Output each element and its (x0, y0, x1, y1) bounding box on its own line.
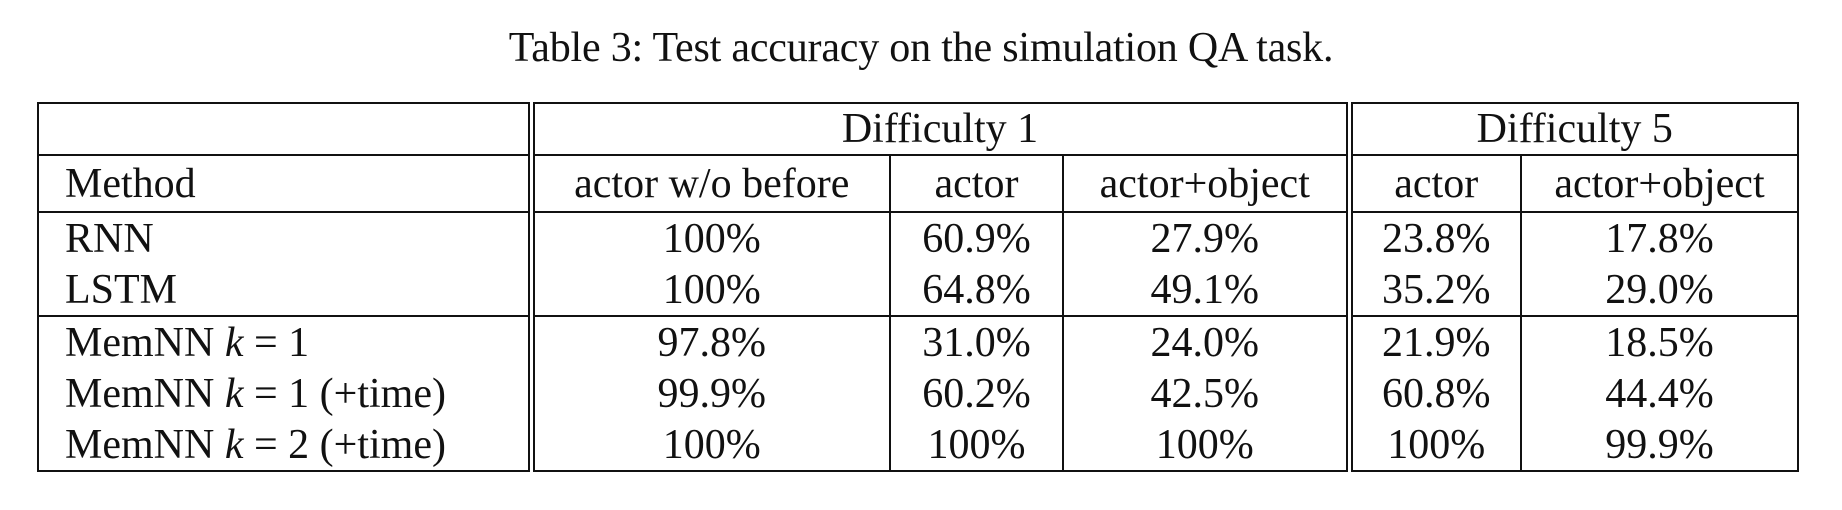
results-table: Difficulty 1 Difficulty 5 Method actor w… (37, 102, 1799, 472)
math-variable: k (224, 319, 244, 366)
value-cell: 23.8% (1349, 212, 1522, 264)
value-cell: 100% (531, 264, 891, 317)
math-equation: = 1 (243, 370, 310, 417)
value-cell: 64.8% (890, 264, 1064, 317)
value-cell: 100% (531, 419, 891, 472)
difficulty-1-header: Difficulty 1 (531, 102, 1353, 156)
value-cell: 60.8% (1349, 368, 1522, 419)
value-cell: 60.2% (890, 368, 1064, 419)
value-cell: 100% (1063, 419, 1353, 472)
table-row: MemNN k = 2 (+time) 100% 100% 100% 100% … (37, 419, 1799, 472)
group-header-row: Difficulty 1 Difficulty 5 (37, 102, 1799, 156)
method-cell: LSTM (37, 264, 535, 317)
method-header: Method (37, 155, 535, 213)
value-cell: 29.0% (1521, 264, 1799, 317)
table-row: RNN 100% 60.9% 27.9% 23.8% 17.8% (37, 212, 1799, 264)
table-row: MemNN k = 1 97.8% 31.0% 24.0% 21.9% 18.5… (37, 316, 1799, 368)
value-cell: 49.1% (1063, 264, 1353, 317)
method-cell: RNN (37, 212, 535, 264)
col-d5-actor: actor (1349, 155, 1522, 213)
math-variable: k (224, 370, 244, 417)
method-prefix: MemNN (65, 421, 225, 468)
value-cell: 100% (531, 212, 891, 264)
value-cell: 31.0% (890, 316, 1064, 368)
col-d1-actor: actor (890, 155, 1064, 213)
value-cell: 44.4% (1521, 368, 1799, 419)
value-cell: 97.8% (531, 316, 891, 368)
method-suffix: (+time) (309, 421, 446, 468)
method-suffix: (+time) (309, 370, 446, 417)
math-equation: = 2 (243, 421, 310, 468)
method-prefix: MemNN (65, 319, 225, 366)
method-cell: MemNN k = 1 (37, 316, 535, 368)
value-cell: 100% (890, 419, 1064, 472)
value-cell: 21.9% (1349, 316, 1522, 368)
empty-header-cell (37, 102, 535, 156)
difficulty-5-header: Difficulty 5 (1349, 102, 1799, 156)
math-equation: = 1 (243, 319, 310, 366)
value-cell: 99.9% (531, 368, 891, 419)
value-cell: 100% (1349, 419, 1522, 472)
column-header-row: Method actor w/o before actor actor+obje… (37, 155, 1799, 213)
value-cell: 42.5% (1063, 368, 1353, 419)
value-cell: 35.2% (1349, 264, 1522, 317)
value-cell: 24.0% (1063, 316, 1353, 368)
table-caption: Table 3: Test accuracy on the simulation… (508, 25, 1334, 71)
value-cell: 99.9% (1521, 419, 1799, 472)
method-cell: MemNN k = 2 (+time) (37, 419, 535, 472)
math-variable: k (224, 421, 244, 468)
col-d5-actor-object: actor+object (1521, 155, 1799, 213)
method-prefix: MemNN (65, 370, 225, 417)
method-cell: MemNN k = 1 (+time) (37, 368, 535, 419)
value-cell: 27.9% (1063, 212, 1353, 264)
table-row: MemNN k = 1 (+time) 99.9% 60.2% 42.5% 60… (37, 368, 1799, 419)
col-d1-actor-wo-before: actor w/o before (531, 155, 891, 213)
table-row: LSTM 100% 64.8% 49.1% 35.2% 29.0% (37, 264, 1799, 317)
value-cell: 60.9% (890, 212, 1064, 264)
value-cell: 17.8% (1521, 212, 1799, 264)
value-cell: 18.5% (1521, 316, 1799, 368)
col-d1-actor-object: actor+object (1063, 155, 1353, 213)
